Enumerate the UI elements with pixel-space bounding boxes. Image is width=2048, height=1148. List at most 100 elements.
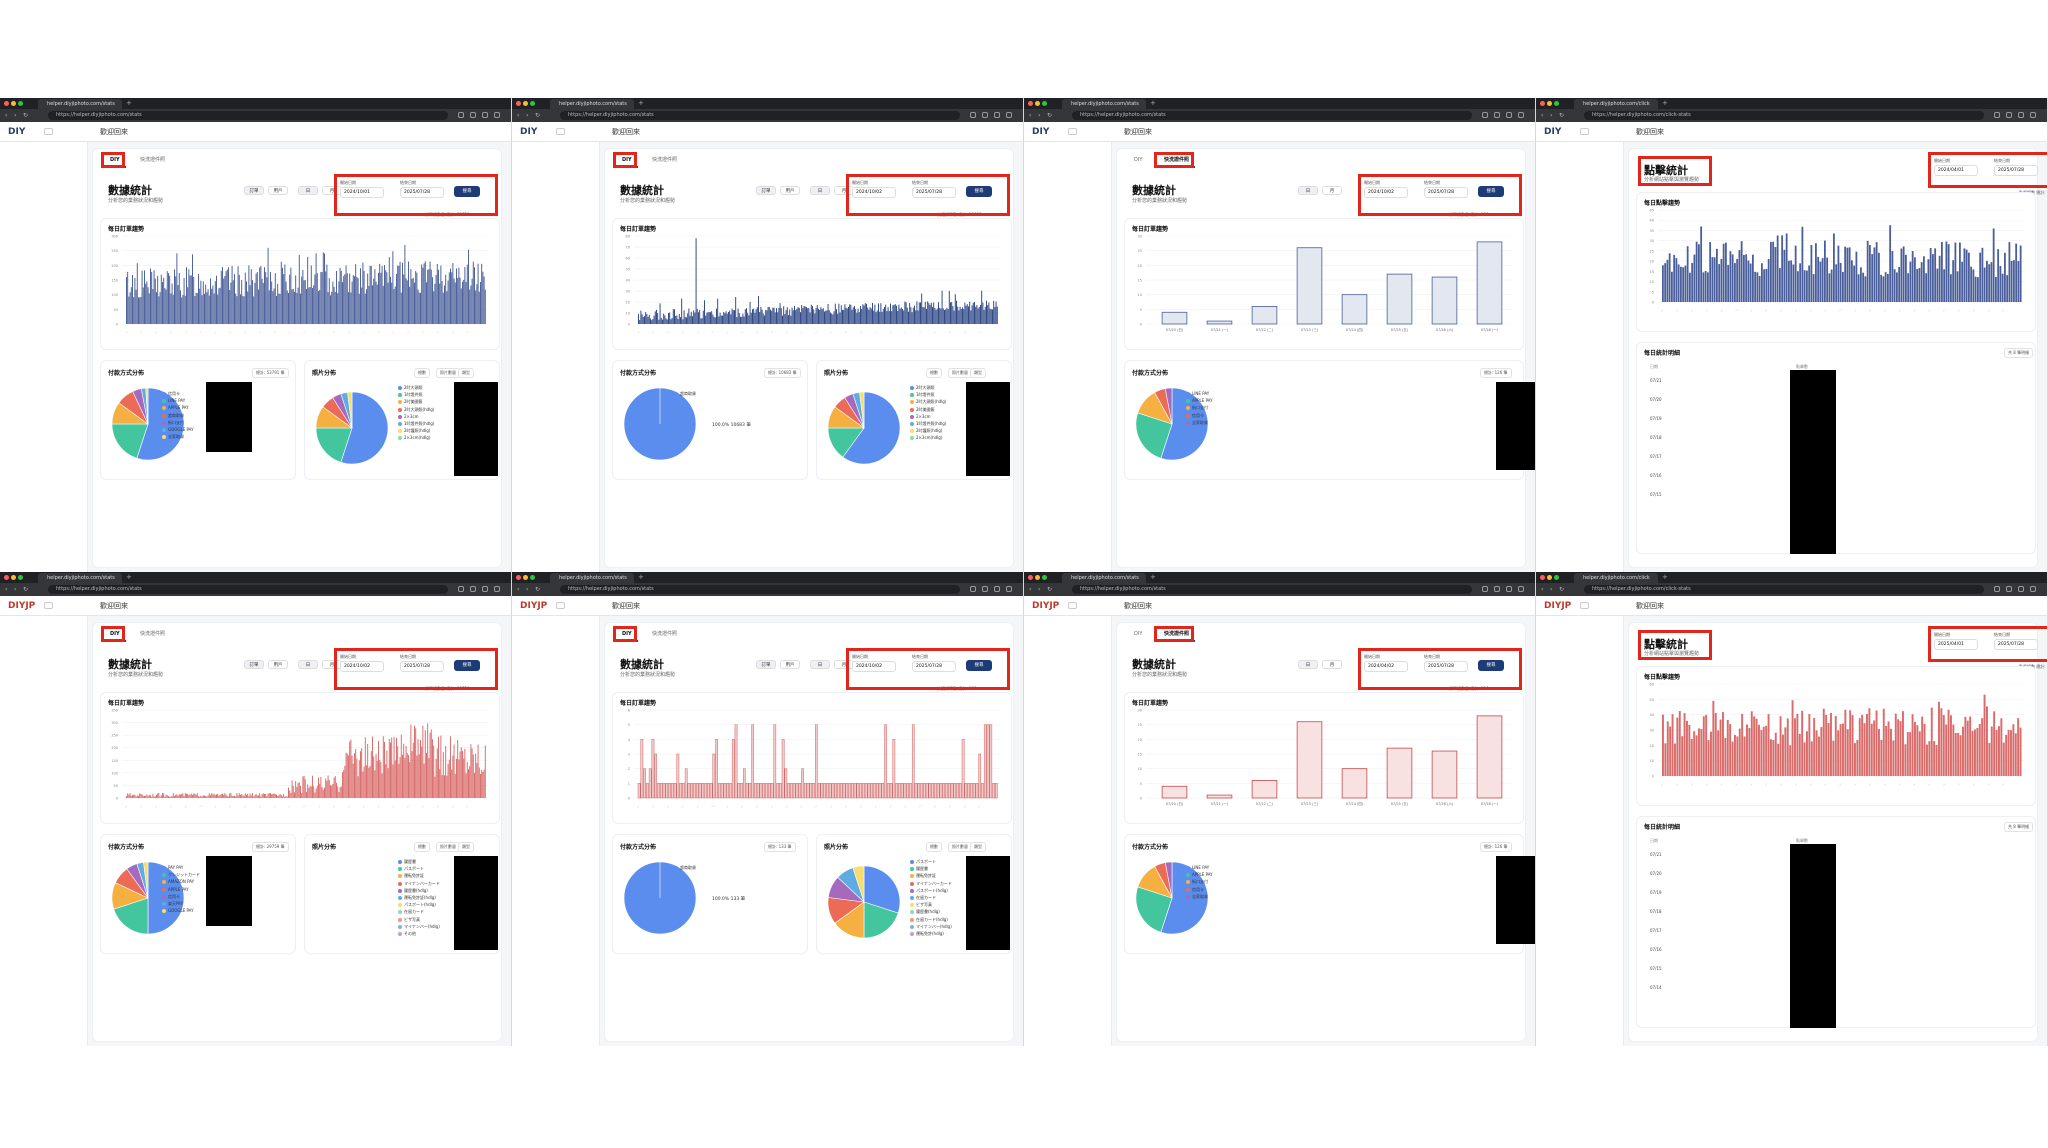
bar[interactable] [409,286,411,324]
window-control-dot[interactable] [1554,575,1559,580]
bar[interactable] [444,775,445,798]
bar[interactable] [1899,721,1902,776]
bar[interactable] [286,796,288,798]
bar[interactable] [270,793,271,798]
bar[interactable] [460,288,462,324]
bar[interactable] [412,742,414,798]
bar[interactable] [192,794,193,798]
bar[interactable] [914,305,915,324]
bar[interactable] [1738,728,1741,776]
bar[interactable] [1750,711,1753,776]
bar[interactable] [952,306,954,324]
bar[interactable] [1954,732,1957,776]
bar[interactable] [696,308,698,324]
bar[interactable] [938,302,939,324]
bar[interactable] [737,783,741,799]
bar[interactable] [1887,273,1889,302]
bar[interactable] [699,309,701,324]
bar[interactable] [1251,306,1278,325]
filter-segment[interactable]: 用戶 [780,186,800,195]
sidebar-toggle-icon[interactable] [1580,128,1589,135]
bar[interactable] [676,315,678,324]
bar[interactable] [307,784,309,798]
bar[interactable] [732,310,734,324]
bar[interactable] [1668,253,1671,302]
bar[interactable] [151,796,153,798]
bar[interactable] [1925,273,1928,302]
bar[interactable] [130,795,132,798]
legend-item[interactable]: 2×3cm(hdlg) [398,434,434,441]
bar[interactable] [351,281,353,324]
legend-item[interactable]: 2吋大頭照(hdlg) [398,406,434,413]
bar[interactable] [1988,742,1991,776]
window-control-dot[interactable] [4,575,9,580]
bar[interactable] [1887,721,1890,776]
bar[interactable] [160,795,162,798]
bar[interactable] [360,268,361,324]
bar[interactable] [1747,260,1750,302]
bar[interactable] [881,783,885,799]
bar[interactable] [788,315,789,324]
bar[interactable] [414,725,415,798]
bar[interactable] [262,793,264,798]
bar[interactable] [1995,276,1997,302]
bar[interactable] [153,270,155,324]
filter-segment[interactable]: 訂單 [756,186,776,195]
bar[interactable] [424,730,426,798]
bar[interactable] [240,794,241,798]
bar[interactable] [379,759,381,798]
bar[interactable] [415,728,417,798]
pie-slice[interactable] [842,391,901,465]
bar[interactable] [271,281,273,324]
bar[interactable] [328,780,330,798]
legend-item[interactable]: 2×3cm [910,413,946,420]
bar[interactable] [282,796,283,798]
bar[interactable] [1981,247,1984,302]
bar[interactable] [1745,254,1748,302]
pie-slice[interactable] [347,391,353,429]
bar[interactable] [1803,270,1806,302]
bar[interactable] [645,312,647,324]
bar[interactable] [344,274,346,324]
bar[interactable] [1826,257,1829,302]
bar[interactable] [657,313,659,324]
legend-item[interactable]: APPLE PAY [1186,397,1213,404]
bar[interactable] [186,267,187,324]
bar[interactable] [705,315,707,324]
bar[interactable] [224,793,226,798]
extensions-icon[interactable] [458,586,464,592]
bar[interactable] [150,268,151,324]
bar[interactable] [808,308,810,324]
bar[interactable] [925,783,929,799]
bar[interactable] [218,288,220,324]
bar[interactable] [446,775,448,798]
bar[interactable] [1722,243,1725,302]
bar[interactable] [354,276,355,324]
search-button[interactable]: 搜尋 [1478,660,1504,671]
legend-item[interactable]: パスポート(hdlg) [398,901,440,908]
bar[interactable] [266,796,268,798]
bar[interactable] [141,270,143,324]
bar[interactable] [1950,274,1952,302]
bar[interactable] [181,297,183,324]
bar[interactable] [1890,728,1892,776]
legend-item[interactable]: マイナンバーカード [398,880,440,887]
bar[interactable] [349,741,351,798]
bar[interactable] [372,285,373,324]
reload-icon[interactable]: ↻ [1559,586,1565,593]
bar[interactable] [172,793,174,798]
bar[interactable] [729,783,732,799]
bar[interactable] [140,296,142,324]
filter-segment[interactable]: 日 [298,660,318,669]
tab-quick-photo[interactable]: 快洗證件照 [140,631,166,637]
bar[interactable] [782,315,783,324]
bar[interactable] [343,276,345,324]
legend-item[interactable]: 運転免許証 [398,872,440,879]
bar[interactable] [355,264,357,324]
bar[interactable] [734,724,738,799]
bar[interactable] [1986,260,1988,302]
bar[interactable] [208,793,210,798]
bar[interactable] [984,306,986,324]
bar[interactable] [1909,732,1912,776]
bar[interactable] [978,753,982,799]
